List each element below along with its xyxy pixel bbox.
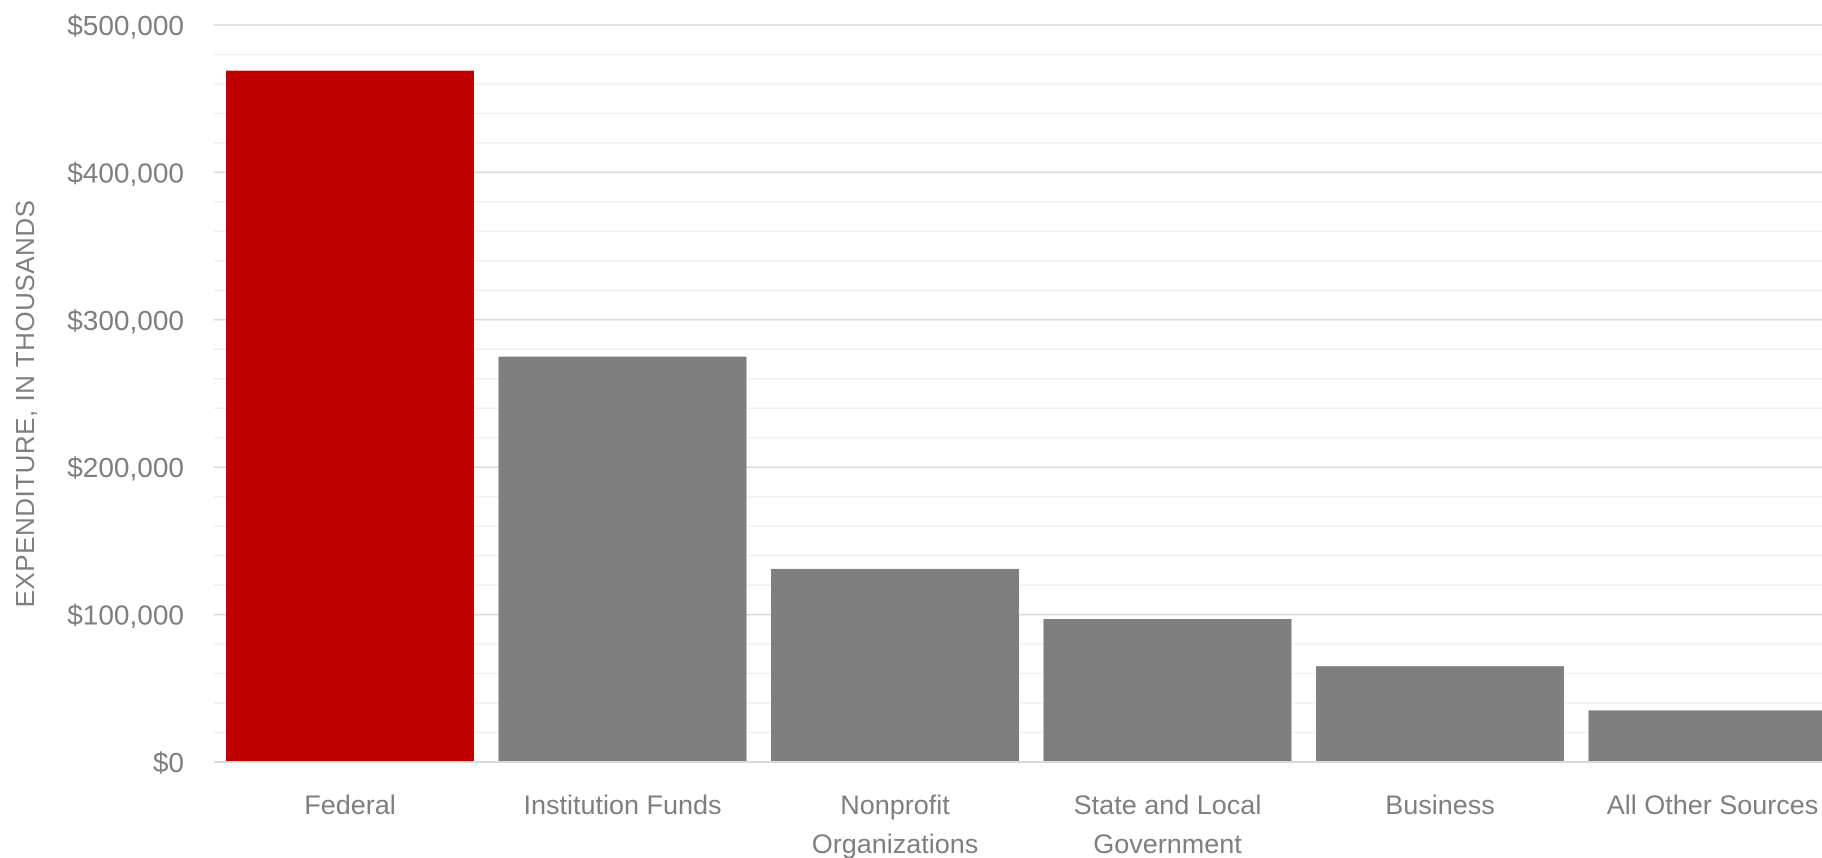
- x-axis-category-labels: Federal Institution Funds Nonprofit Organiz…: [304, 790, 1818, 858]
- x-category-label: All Other Sources: [1607, 790, 1819, 820]
- y-axis-title: EXPENDITURE, IN THOUSANDS: [10, 200, 40, 608]
- bar: [1316, 666, 1564, 762]
- y-tick-label: $0: [153, 747, 184, 778]
- major-gridlines: [214, 24, 1822, 616]
- x-category-label: Nonprofit Organizations: [812, 790, 979, 858]
- y-axis-tick-labels: $0 $100,000 $200,000 $300,000 $400,000 $500,0…: [67, 10, 184, 778]
- y-tick-label: $200,000: [67, 452, 184, 483]
- x-category-label: State and Local Government: [1074, 790, 1262, 858]
- bars: [226, 70, 1822, 763]
- y-tick-label: $100,000: [67, 600, 184, 631]
- y-tick-label: $300,000: [67, 305, 184, 336]
- minor-gridlines: [214, 53, 1822, 734]
- bar: [226, 70, 474, 763]
- x-category-label: Federal: [304, 790, 396, 820]
- bar: [1043, 619, 1292, 762]
- bar: [498, 356, 747, 762]
- y-tick-label: $500,000: [67, 10, 184, 41]
- bar: [1588, 710, 1822, 762]
- x-category-label: Institution Funds: [523, 790, 721, 820]
- y-tick-label: $400,000: [67, 157, 184, 188]
- x-category-label: Business: [1385, 790, 1495, 820]
- bar: [771, 568, 1019, 762]
